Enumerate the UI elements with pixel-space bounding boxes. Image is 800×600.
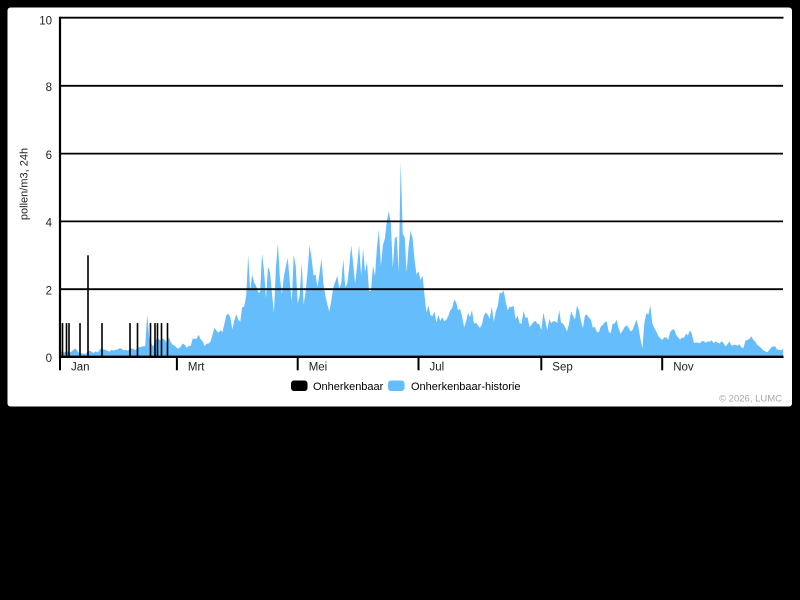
svg-text:Mei: Mei	[309, 361, 328, 373]
svg-text:10: 10	[39, 16, 52, 28]
svg-text:6: 6	[46, 150, 52, 162]
svg-text:4: 4	[46, 218, 53, 230]
svg-text:Jan: Jan	[71, 361, 90, 373]
svg-text:Onherkenbaar-historie: Onherkenbaar-historie	[411, 381, 520, 393]
svg-text:Nov: Nov	[673, 361, 694, 373]
svg-text:2: 2	[46, 285, 52, 297]
svg-text:Jul: Jul	[430, 361, 445, 373]
svg-text:Onherkenbaar: Onherkenbaar	[313, 381, 384, 393]
svg-text:Sep: Sep	[552, 361, 572, 373]
svg-text:Mrt: Mrt	[188, 361, 205, 373]
svg-text:0: 0	[46, 353, 52, 365]
svg-text:pollen/m3, 24h: pollen/m3, 24h	[19, 148, 31, 220]
svg-text:© 2026, LUMC: © 2026, LUMC	[719, 394, 782, 405]
svg-text:8: 8	[46, 82, 52, 94]
